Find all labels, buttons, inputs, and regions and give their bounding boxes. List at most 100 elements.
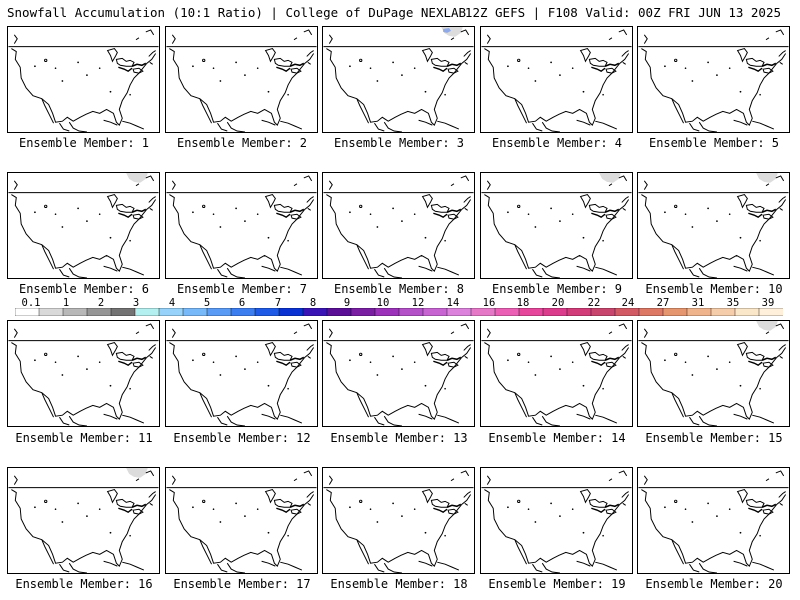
ensemble-member-label: Ensemble Member: 13 [330, 431, 468, 445]
colorbar-swatch [758, 308, 783, 316]
colorbar-swatch [422, 308, 448, 316]
ensemble-member-label: Ensemble Member: 6 [18, 282, 150, 296]
ensemble-map-panel [480, 467, 633, 574]
north-america-map [638, 321, 789, 426]
ensemble-map-panel [165, 467, 318, 574]
north-america-map [166, 175, 317, 278]
ensemble-member-label: Ensemble Member: 12 [173, 431, 311, 445]
colorbar-swatch [326, 308, 352, 316]
ensemble-map-panel [480, 320, 633, 427]
north-america-map [481, 470, 632, 573]
colorbar-tick-label: 22 [587, 297, 601, 309]
ensemble-member-label: Ensemble Member: 5 [648, 136, 780, 150]
snowfall-colorbar [15, 308, 783, 316]
colorbar-tick-label: 20 [551, 297, 565, 309]
map-title: Snowfall Accumulation (10:1 Ratio) | Col… [7, 5, 467, 20]
colorbar-tick-label: 8 [309, 297, 317, 309]
ensemble-member-label: Ensemble Member: 20 [645, 577, 783, 591]
colorbar-swatch [158, 308, 184, 316]
ensemble-map-panel [322, 467, 475, 574]
north-america-map [166, 470, 317, 573]
colorbar-tick-label: 14 [446, 297, 460, 309]
north-america-map [323, 470, 474, 573]
north-america-map [8, 323, 159, 426]
colorbar-tick-label: 18 [516, 297, 530, 309]
colorbar-tick-label: 5 [203, 297, 211, 309]
north-america-map [481, 173, 632, 278]
colorbar-swatch [710, 308, 736, 316]
colorbar-swatch [350, 308, 376, 316]
ensemble-map-panel [480, 26, 633, 133]
ensemble-member-label: Ensemble Member: 15 [645, 431, 783, 445]
colorbar-tick-label: 31 [691, 297, 705, 309]
ensemble-member-label: Ensemble Member: 2 [176, 136, 308, 150]
colorbar-tick-label: 2 [97, 297, 105, 309]
colorbar-swatch [494, 308, 520, 316]
north-america-map [8, 173, 159, 278]
north-america-map [166, 323, 317, 426]
colorbar-swatch [446, 308, 472, 316]
ensemble-member-label: Ensemble Member: 9 [491, 282, 623, 296]
ensemble-member-label: Ensemble Member: 17 [173, 577, 311, 591]
colorbar-swatch [134, 308, 160, 316]
colorbar-tick-label: 12 [411, 297, 425, 309]
colorbar-tick-label: 39 [761, 297, 775, 309]
ensemble-map-panel [322, 26, 475, 133]
colorbar-swatch [110, 308, 136, 316]
north-america-map [323, 323, 474, 426]
north-america-map [8, 468, 159, 573]
ensemble-map-panel [7, 26, 160, 133]
ensemble-member-label: Ensemble Member: 8 [333, 282, 465, 296]
ensemble-map-panel [7, 320, 160, 427]
colorbar-tick-label: 0.1 [21, 297, 41, 309]
colorbar-swatch [542, 308, 568, 316]
colorbar-tick-label: 6 [238, 297, 246, 309]
ensemble-map-panel [7, 172, 160, 279]
north-america-map [638, 470, 789, 573]
north-america-map [638, 173, 789, 278]
colorbar-swatch [278, 308, 304, 316]
north-america-map [481, 29, 632, 132]
colorbar-swatch [686, 308, 712, 316]
ensemble-map-panel [165, 172, 318, 279]
colorbar-swatch [398, 308, 424, 316]
colorbar-swatch [734, 308, 760, 316]
colorbar-swatch [614, 308, 640, 316]
ensemble-member-label: Ensemble Member: 16 [15, 577, 153, 591]
north-america-map [323, 27, 474, 132]
north-america-map [638, 29, 789, 132]
colorbar-tick-label: 35 [726, 297, 740, 309]
ensemble-map-panel [637, 320, 790, 427]
north-america-map [8, 29, 159, 132]
colorbar-swatch [662, 308, 688, 316]
ensemble-member-label: Ensemble Member: 7 [176, 282, 308, 296]
ensemble-member-label: Ensemble Member: 1 [18, 136, 150, 150]
colorbar-swatch [374, 308, 400, 316]
ensemble-map-panel [322, 320, 475, 427]
colorbar-swatch [38, 308, 64, 316]
ensemble-map-panel [480, 172, 633, 279]
valid-time-label: 12Z GEFS | F108 Valid: 00Z FRI JUN 13 20… [464, 5, 781, 20]
ensemble-map-panel [165, 320, 318, 427]
colorbar-tick-label: 4 [168, 297, 176, 309]
colorbar-swatch [62, 308, 88, 316]
colorbar-tick-label: 1 [62, 297, 70, 309]
colorbar-swatch [254, 308, 280, 316]
colorbar-swatch [15, 308, 40, 316]
colorbar-tick-label: 3 [132, 297, 140, 309]
ensemble-member-label: Ensemble Member: 3 [333, 136, 465, 150]
ensemble-map-panel [7, 467, 160, 574]
colorbar-swatch [302, 308, 328, 316]
colorbar-swatch [590, 308, 616, 316]
north-america-map [481, 323, 632, 426]
ensemble-member-label: Ensemble Member: 4 [491, 136, 623, 150]
ensemble-member-label: Ensemble Member: 14 [488, 431, 626, 445]
ensemble-map-panel [322, 172, 475, 279]
colorbar-tick-label: 27 [656, 297, 670, 309]
colorbar-swatch [230, 308, 256, 316]
colorbar-swatch [518, 308, 544, 316]
ensemble-member-label: Ensemble Member: 18 [330, 577, 468, 591]
ensemble-map-panel [165, 26, 318, 133]
ensemble-map-panel [637, 26, 790, 133]
colorbar-tick-label: 9 [343, 297, 351, 309]
